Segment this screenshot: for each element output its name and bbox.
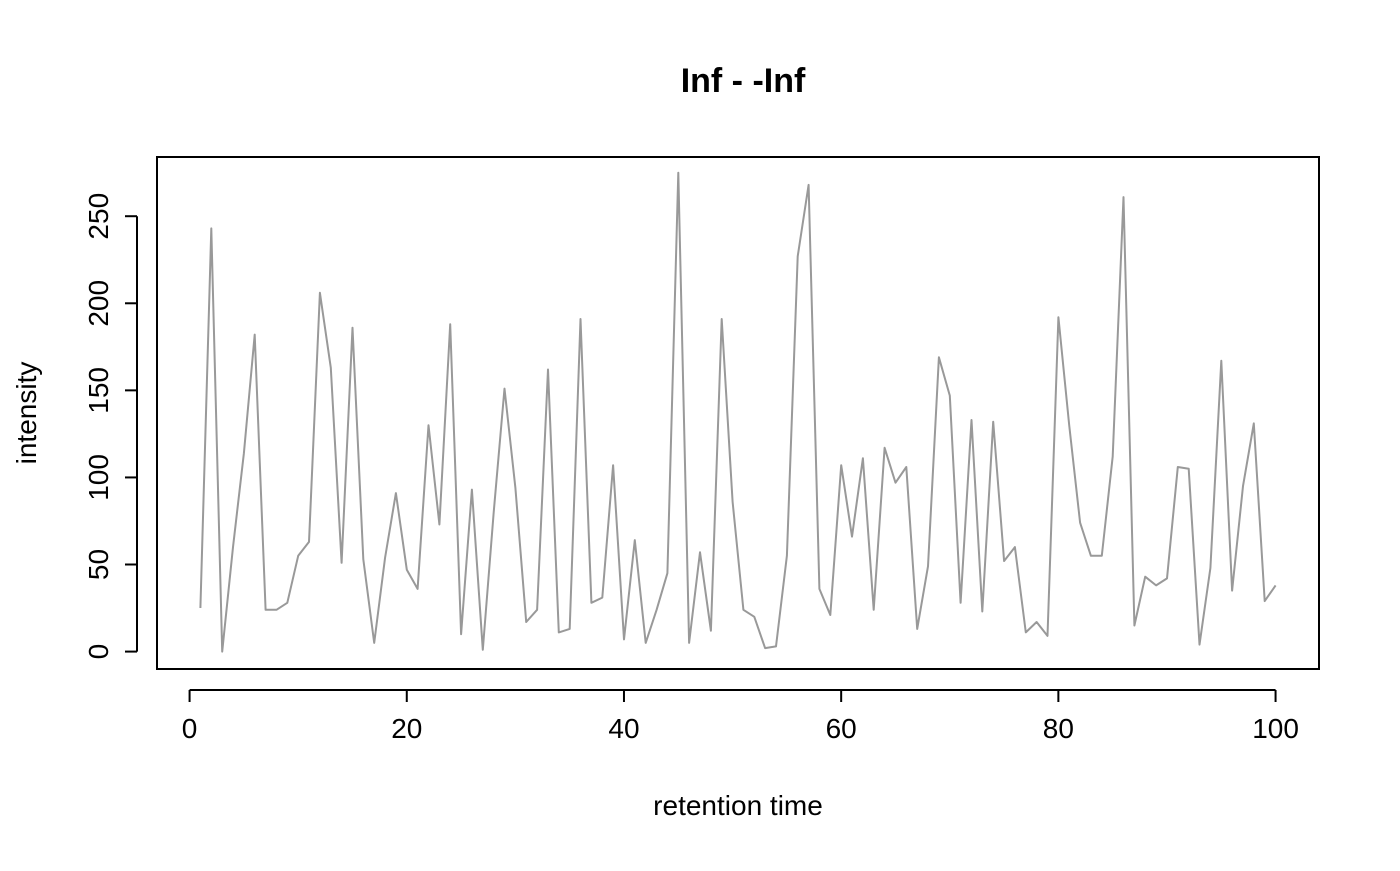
- series-layer: [199, 171, 1277, 653]
- x-axis-label: retention time: [653, 790, 823, 821]
- plot-frame: [156, 156, 1320, 670]
- y-axis-label: intensity: [11, 362, 42, 465]
- x-tick-label: 0: [182, 713, 198, 744]
- y-tick-label: 50: [83, 549, 114, 580]
- y-tick-label: 100: [83, 454, 114, 501]
- chart-title: Inf - -Inf: [681, 62, 806, 100]
- x-tick-label: 40: [608, 713, 639, 744]
- y-tick-label: 250: [83, 193, 114, 240]
- x-tick-label: 80: [1043, 713, 1074, 744]
- y-tick-label: 150: [83, 367, 114, 414]
- x-tick-label: 100: [1252, 713, 1299, 744]
- x-axis: 0 20 40 60 80 100: [182, 689, 1299, 744]
- y-tick-label: 200: [83, 280, 114, 327]
- x-tick-label: 20: [391, 713, 422, 744]
- y-axis: 0 50 100 150 200 250: [83, 193, 138, 660]
- x-tick-label: 60: [826, 713, 857, 744]
- series-line: [199, 171, 1277, 653]
- y-tick-label: 0: [83, 644, 114, 660]
